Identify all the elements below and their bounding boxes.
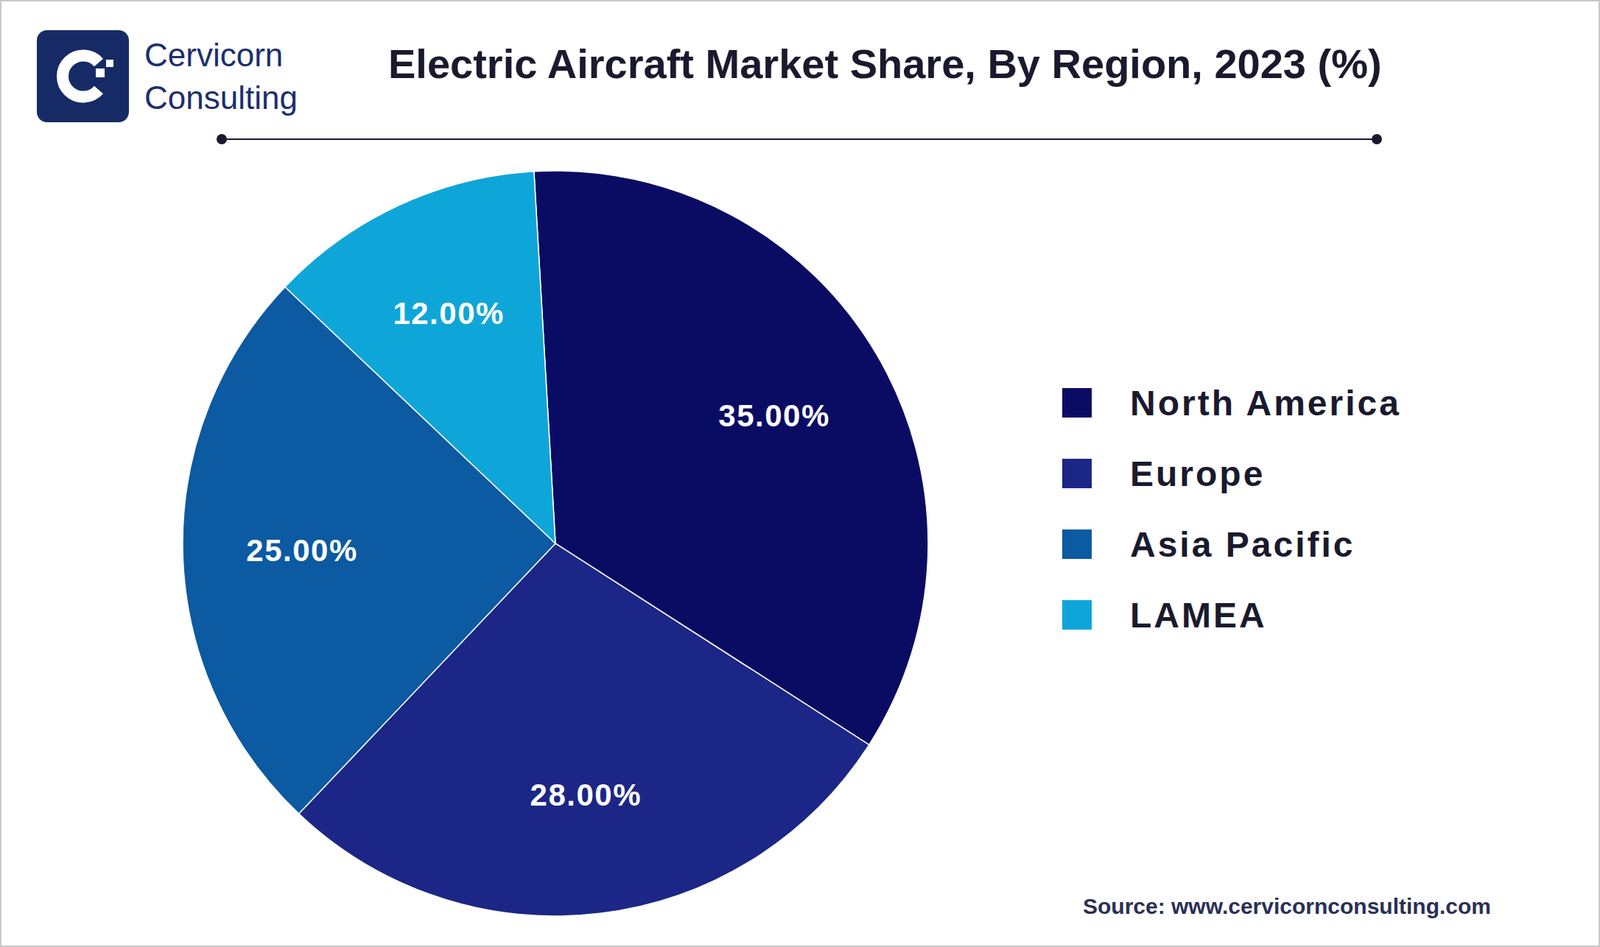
- html-text:Cervicorn: Cervicorn: [144, 36, 284, 73]
- svg-text:12.00%: 12.00%: [392, 296, 504, 331]
- html-text:Consulting: Consulting: [144, 79, 298, 116]
- html-text:Electric Aircraft Market Share: Electric Aircraft Market Share, By Regio…: [388, 40, 1382, 87]
- svg-text:28.00%: 28.00%: [530, 777, 642, 813]
- html-text:Source: www.cervicornconsultin: Source: www.cervicornconsulting.com: [1082, 894, 1491, 919]
- html-text:LAMEA: LAMEA: [1130, 595, 1267, 635]
- svg-text:25.00%: 25.00%: [246, 533, 358, 568]
- html-text:North America: North America: [1130, 383, 1402, 423]
- html-text:Asia Pacific: Asia Pacific: [1130, 524, 1356, 564]
- html-text:Europe: Europe: [1130, 454, 1266, 494]
- svg-text:35.00%: 35.00%: [718, 398, 830, 434]
